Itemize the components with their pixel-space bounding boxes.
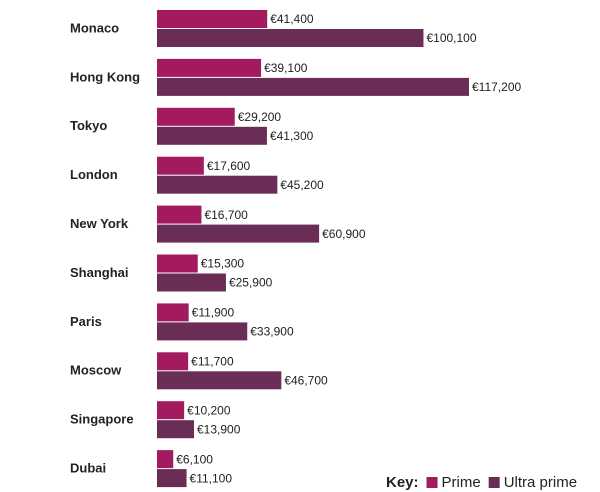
bar (157, 401, 185, 420)
value-label: €15,300 (201, 257, 245, 271)
bar (157, 156, 204, 175)
value-label: €6,100 (176, 452, 213, 466)
bar (157, 29, 424, 47)
value-label: €41,400 (270, 12, 314, 26)
legend-swatch (426, 477, 438, 488)
bar (157, 10, 268, 28)
value-label: €45,200 (280, 178, 324, 192)
value-label: €33,900 (250, 325, 294, 339)
bar (157, 420, 195, 439)
category-label: Monaco (70, 20, 119, 35)
value-label: €41,300 (270, 129, 314, 143)
bar (157, 58, 262, 77)
value-label: €39,100 (264, 61, 308, 75)
value-label: €60,900 (322, 227, 366, 241)
bar (157, 322, 248, 341)
category-label: Singapore (70, 412, 134, 427)
category-label: Paris (70, 314, 102, 329)
legend-label: Prime (442, 474, 481, 491)
legend-swatch (488, 477, 500, 488)
bar (157, 126, 267, 145)
value-label: €11,100 (190, 471, 233, 485)
value-label: €13,900 (197, 422, 241, 436)
legend-title: Key: (386, 474, 419, 491)
bar (157, 175, 278, 194)
bar (157, 254, 198, 273)
bar (157, 273, 226, 292)
bar (157, 450, 174, 469)
value-label: €11,900 (192, 306, 235, 320)
bar (157, 77, 469, 96)
value-label: €100,100 (426, 31, 476, 45)
bar (157, 352, 189, 371)
bar (157, 205, 202, 224)
category-label: Tokyo (70, 118, 107, 133)
bar (157, 303, 189, 322)
value-label: €16,700 (204, 208, 248, 222)
value-label: €25,900 (229, 276, 273, 290)
category-label: London (70, 167, 118, 182)
value-label: €117,200 (472, 80, 521, 94)
category-label: Moscow (70, 363, 122, 378)
bar (157, 224, 320, 243)
category-label: New York (70, 216, 129, 231)
bar (157, 107, 235, 126)
value-label: €46,700 (284, 373, 328, 387)
bar (157, 469, 187, 488)
bar (157, 371, 282, 390)
category-label: Dubai (70, 461, 106, 476)
category-label: Shanghai (70, 265, 129, 280)
value-label: €29,200 (238, 110, 282, 124)
category-label: Hong Kong (70, 69, 140, 84)
value-label: €11,700 (191, 354, 234, 368)
value-label: €17,600 (207, 159, 251, 173)
legend-label: Ultra prime (504, 474, 577, 491)
value-label: €10,200 (187, 403, 231, 417)
